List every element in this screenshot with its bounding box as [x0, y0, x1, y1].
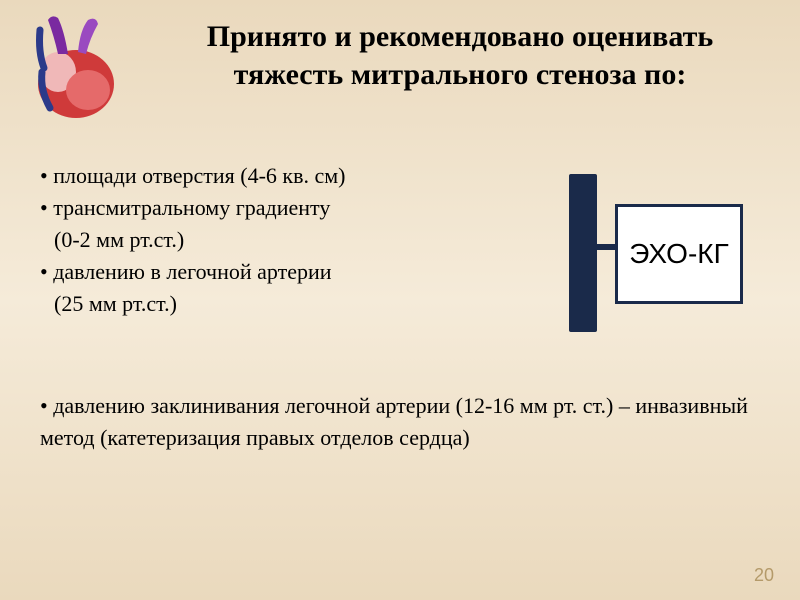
slide-title: Принято и рекомендовано оценивать тяжест… — [150, 18, 770, 93]
heart-icon — [18, 12, 138, 132]
criterion-pa-pressure: давлению в легочной артерии — [40, 256, 530, 288]
echo-box: ЭХО-КГ — [615, 204, 743, 304]
criterion-pa-pressure-value: (25 мм рт.ст.) — [30, 288, 530, 320]
criterion-wedge-pressure: давлению заклинивания легочной артерии (… — [40, 390, 770, 454]
page-number: 20 — [754, 565, 774, 586]
echo-callout: ЭХО-КГ — [553, 180, 748, 330]
criteria-list-secondary: давлению заклинивания легочной артерии (… — [30, 390, 770, 454]
criterion-gradient: трансмитральному градиенту — [40, 192, 530, 224]
echo-box-label: ЭХО-КГ — [629, 238, 729, 270]
criterion-area: площади отверстия (4-6 кв. см) — [40, 160, 530, 192]
criterion-gradient-value: (0-2 мм рт.ст.) — [30, 224, 530, 256]
criteria-list-primary: площади отверстия (4-6 кв. см) трансмитр… — [30, 160, 530, 319]
